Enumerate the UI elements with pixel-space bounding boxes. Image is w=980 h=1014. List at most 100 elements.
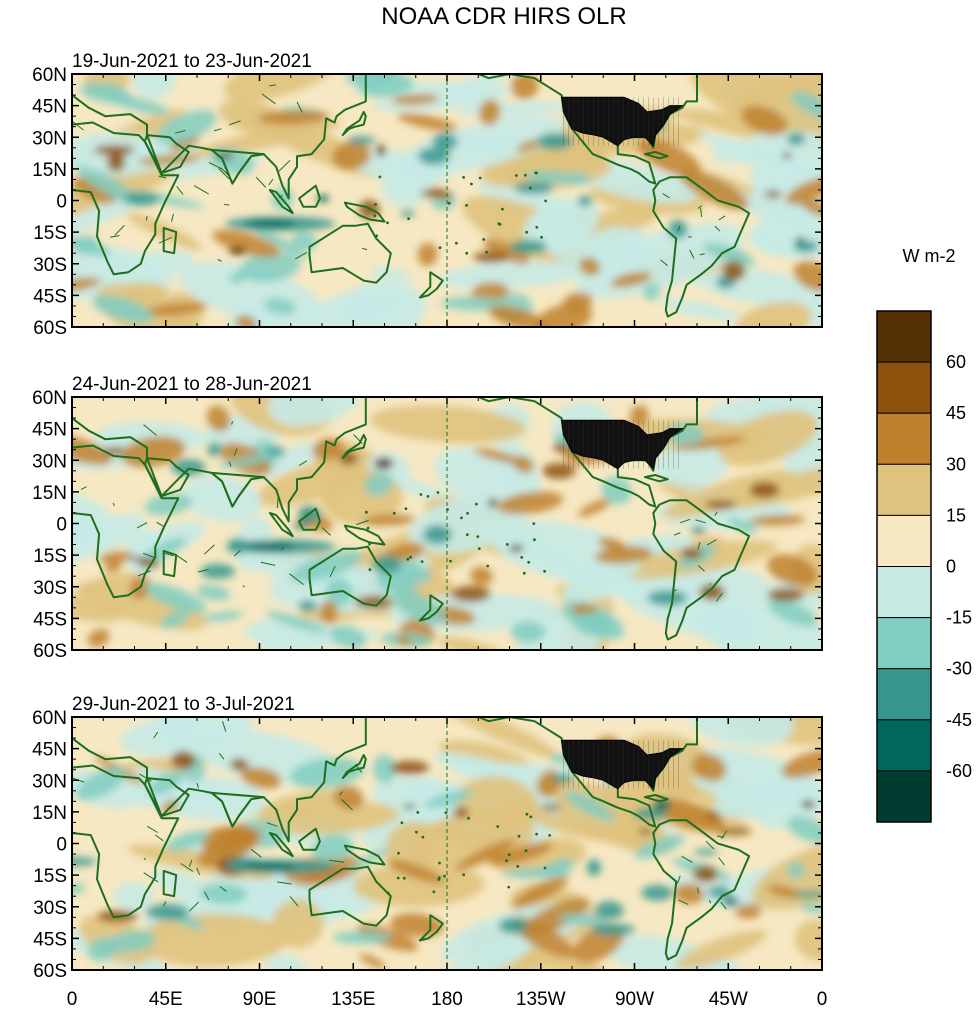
country-border [176,185,184,195]
island [475,502,478,506]
country-border [188,901,200,912]
country-border [143,424,157,436]
lat-label: 15N [32,803,67,824]
country-border [298,460,308,466]
country-border [339,791,343,796]
island [529,815,533,819]
coastline-nz [418,271,444,299]
country-border [697,565,705,572]
country-border [175,554,188,563]
coastline-japan [341,433,367,460]
island [438,246,442,250]
lat-label: 45N [32,420,67,441]
colorbar-swatch [876,668,932,721]
country-border [294,251,308,260]
lat-label: 60N [32,65,67,86]
island [373,214,377,218]
country-border [709,583,712,585]
country-border [164,552,174,557]
coastline-sumatra [268,189,294,215]
island [443,874,446,878]
country-border [224,203,230,206]
coastline-india [210,148,265,185]
lat-label: 30N [32,771,67,792]
lat-label: 15N [32,160,67,181]
country-border [233,448,238,456]
olr-anomaly-field [72,397,822,650]
coastline-australia [308,545,392,607]
country-border [242,585,245,588]
country-border [218,168,230,180]
island [515,174,518,177]
country-border [204,544,215,555]
island [465,251,469,255]
coastline-borneo [298,184,321,208]
country-border [699,253,705,256]
country-border [162,901,167,907]
coastline-arabia [143,457,190,498]
panel-subtitle: 19-Jun-2021 to 23-Jun-2021 [72,51,312,72]
colorbar-swatch [876,412,932,465]
colorbar-label: 15 [946,505,966,525]
country-border [355,763,363,773]
coastline-sumatra [268,832,294,858]
country-border [708,899,712,904]
country-border [321,527,331,536]
lat-label: 60S [33,641,67,662]
lat-label: 15S [33,866,67,887]
coastline-newguinea [343,201,386,223]
coastline-cuba [643,151,669,160]
island [386,891,390,895]
country-border [697,541,701,550]
country-border [208,162,223,170]
colorbar-swatch [876,361,932,414]
country-border [678,899,689,905]
island [543,866,547,870]
island [522,571,526,575]
coastline-africa [72,444,180,599]
country-border [278,194,283,199]
island [365,510,368,514]
island [543,569,546,573]
colorbar-label: -15 [946,608,972,628]
lat-label: 60S [33,961,67,982]
island [496,825,500,828]
lat-label: 60S [33,318,67,339]
country-border [171,213,174,222]
island [527,560,531,564]
island [476,535,480,538]
coastline-madagascar [162,869,178,898]
island [402,876,406,880]
island [368,542,371,546]
island [444,811,448,815]
country-border [143,872,159,883]
country-border [158,175,167,179]
lat-label: 0 [56,192,67,213]
island [366,526,370,530]
island [437,878,441,881]
island [525,812,529,816]
coastline-newguinea [343,844,386,866]
island [449,559,452,563]
lat-label: 0 [56,515,67,536]
lat-label: 45S [33,286,67,307]
lat-label: 30N [32,451,67,472]
island [462,873,466,877]
country-border [289,896,299,907]
island [465,204,468,207]
country-border [269,84,276,87]
country-border [718,857,725,866]
coastline-nz [418,914,444,942]
island [460,516,463,520]
country-border [700,207,703,217]
island [505,543,509,546]
coastline-australia [308,222,392,284]
lon-label: 90E [243,989,277,1010]
lat-label: 15S [33,223,67,244]
country-border [689,249,695,259]
country-border [260,561,276,566]
coastline-southAmerica [652,499,751,641]
lat-label: 60N [32,388,67,409]
island [485,250,488,254]
country-border [706,539,717,546]
